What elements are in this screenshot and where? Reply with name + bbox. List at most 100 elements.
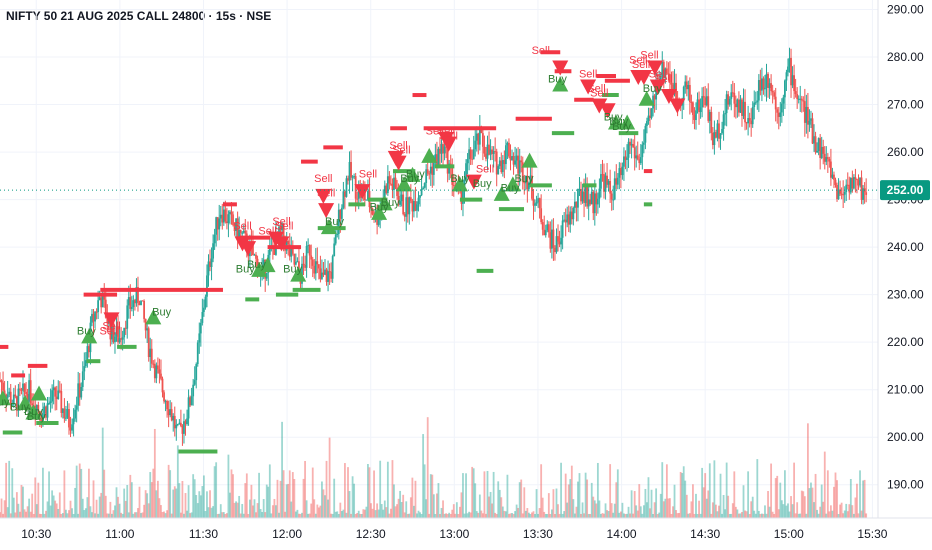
- price-tick-label: 200.00: [887, 430, 924, 444]
- volume-bar: [66, 513, 69, 518]
- candle-body: [667, 73, 670, 75]
- volume-bar: [432, 494, 435, 518]
- candle-body: [81, 371, 84, 388]
- candle-body: [852, 177, 855, 189]
- volume-bar: [592, 496, 595, 518]
- volume-bar: [153, 428, 156, 518]
- signal-label-sell: Sell: [654, 73, 672, 85]
- volume-bar: [485, 513, 487, 518]
- volume-bar: [842, 513, 845, 518]
- volume-bar: [215, 462, 218, 518]
- candle-body: [230, 211, 233, 215]
- volume-bar: [235, 501, 237, 518]
- candle-body: [390, 183, 392, 185]
- volume-bar: [696, 513, 699, 518]
- volume-bar: [791, 504, 794, 518]
- volume-bar: [189, 513, 191, 518]
- signal-label-buy: Buy: [400, 173, 419, 185]
- candle-body: [468, 149, 471, 160]
- candle-body: [144, 318, 147, 331]
- signal-label-sell: Sell: [100, 325, 118, 337]
- candle-body: [549, 232, 552, 249]
- candle-body: [589, 199, 592, 205]
- candle-body: [337, 209, 340, 234]
- volume-bar: [347, 467, 349, 518]
- volume-bar: [670, 513, 673, 518]
- volume-bar: [610, 503, 613, 518]
- candle-body: [595, 193, 598, 205]
- volume-bar: [72, 513, 75, 518]
- candle-body: [494, 151, 497, 153]
- candle-body: [563, 219, 566, 221]
- volume-bar: [604, 503, 607, 518]
- volume-bar: [65, 509, 67, 518]
- volume-bar: [768, 506, 771, 518]
- volume-bar: [454, 513, 457, 518]
- candle-body: [179, 422, 182, 426]
- candle-body: [84, 360, 87, 367]
- volume-bar: [537, 513, 539, 518]
- volume-bar: [337, 513, 340, 518]
- volume-bar: [497, 481, 500, 518]
- candle-body: [14, 394, 17, 397]
- volume-bar: [103, 469, 106, 518]
- volume-bar: [75, 465, 78, 518]
- time-axis[interactable]: 10:30 11:00 11:30 12:00 12:30 13:00 13:30 14:00…: [0, 517, 932, 541]
- volume-bar: [436, 493, 438, 518]
- candle-body: [23, 383, 26, 392]
- volume-bar: [619, 511, 622, 518]
- candle-body: [196, 342, 199, 365]
- candle-body: [848, 184, 851, 193]
- candle-body: [776, 109, 779, 113]
- buy-marker: [607, 114, 624, 130]
- candle-body: [15, 396, 18, 411]
- volume-bar: [550, 509, 553, 518]
- candle-body: [109, 318, 112, 340]
- candle-body: [187, 397, 190, 419]
- price-axis[interactable]: 190.00200.00210.00220.00230.00240.00250.…: [877, 0, 930, 518]
- volume-bar: [230, 469, 233, 518]
- volume-bar: [9, 513, 12, 518]
- candle-body: [288, 244, 291, 257]
- candle-body: [558, 241, 561, 245]
- sell-marker: [354, 184, 371, 200]
- candle-body: [448, 163, 451, 174]
- volume-bar: [595, 503, 598, 518]
- candle-body: [826, 157, 829, 160]
- volume-bar: [374, 510, 377, 518]
- candle-body: [508, 142, 510, 157]
- candle-body: [820, 146, 823, 158]
- candle-body: [580, 189, 582, 202]
- volume-bar: [328, 437, 331, 518]
- volume-bar: [511, 512, 513, 518]
- candle-body: [347, 178, 349, 181]
- candle-body: [51, 390, 54, 402]
- volume-bar: [150, 482, 153, 518]
- volume-bar: [728, 513, 731, 518]
- candle-body: [405, 197, 408, 217]
- volume-bar: [856, 483, 858, 518]
- volume-bar: [218, 513, 221, 518]
- time-tick-label: 11:30: [189, 527, 218, 541]
- volume-bar: [38, 513, 41, 518]
- volume-bar: [250, 484, 253, 518]
- volume-bar: [37, 482, 40, 518]
- volume-bar: [322, 489, 325, 518]
- volume-bar: [51, 490, 54, 518]
- volume-bar: [521, 513, 524, 518]
- volume-bar: [196, 503, 199, 518]
- volume-bar: [109, 501, 112, 518]
- volume-bar: [860, 510, 863, 518]
- candle-body: [544, 230, 547, 236]
- volume-bar: [402, 494, 405, 518]
- volume-bar: [307, 513, 310, 518]
- volume-bar: [121, 513, 124, 518]
- volume-bar: [23, 509, 26, 518]
- candle-body: [561, 220, 564, 238]
- candle-body: [520, 160, 523, 163]
- buy-marker: [251, 261, 268, 277]
- volume-bar: [828, 511, 831, 518]
- volume-bar: [170, 513, 173, 518]
- candle-body: [730, 92, 733, 99]
